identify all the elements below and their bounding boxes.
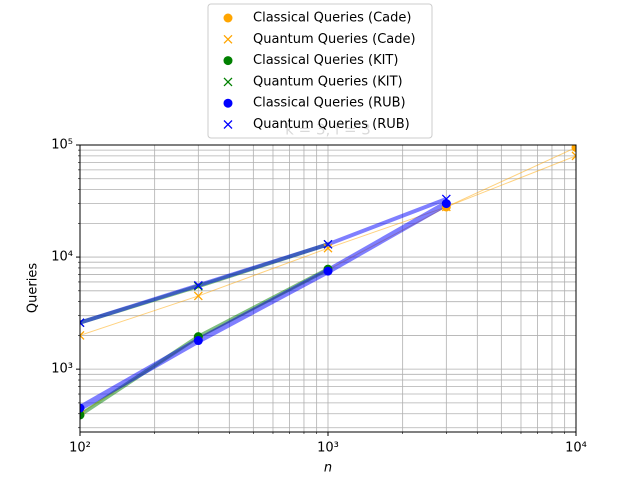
point — [323, 266, 333, 276]
legend-box — [207, 3, 433, 139]
legend-label: Classical Queries (Cade) — [253, 11, 411, 26]
legend-label: Quantum Queries (RUB) — [253, 117, 410, 132]
y-tick-label: 10³ — [51, 362, 73, 377]
plot-area — [80, 145, 576, 420]
series-line — [80, 200, 448, 411]
plot-frame — [79, 144, 577, 433]
point — [80, 318, 85, 328]
point — [323, 239, 333, 249]
legend-marker — [223, 34, 233, 44]
legend-label: Classical Queries (KIT) — [253, 53, 398, 68]
point — [571, 151, 576, 161]
legend-label: Quantum Queries (KIT) — [253, 74, 403, 89]
point — [193, 336, 203, 346]
legend-marker — [223, 120, 233, 129]
point — [571, 145, 576, 152]
x-tick-label: 10⁴ — [565, 441, 587, 456]
point — [80, 403, 85, 413]
x-tick-label: 10² — [69, 441, 91, 456]
point — [80, 330, 85, 340]
point — [441, 199, 451, 209]
y-axis-label: Queries — [26, 263, 41, 313]
legend-label: Classical Queries (RUB) — [253, 96, 406, 111]
point — [193, 291, 203, 301]
point — [193, 280, 203, 290]
point — [80, 410, 85, 420]
point — [441, 194, 451, 204]
series-line — [80, 197, 448, 325]
legend-marker — [223, 98, 233, 108]
y-tick-label: 10⁴ — [51, 250, 73, 265]
x-axis-label: n — [324, 461, 332, 476]
legend-label: Quantum Queries (Cade) — [253, 32, 416, 47]
x-tick-label: 10³ — [317, 441, 339, 456]
legend-marker — [223, 56, 233, 66]
legend-marker — [223, 77, 233, 87]
legend-marker — [223, 13, 233, 23]
y-tick-label: 10⁵ — [51, 138, 73, 153]
legend: Classical Queries (Cade) Quantum Queries … — [207, 3, 433, 139]
point — [323, 243, 333, 253]
